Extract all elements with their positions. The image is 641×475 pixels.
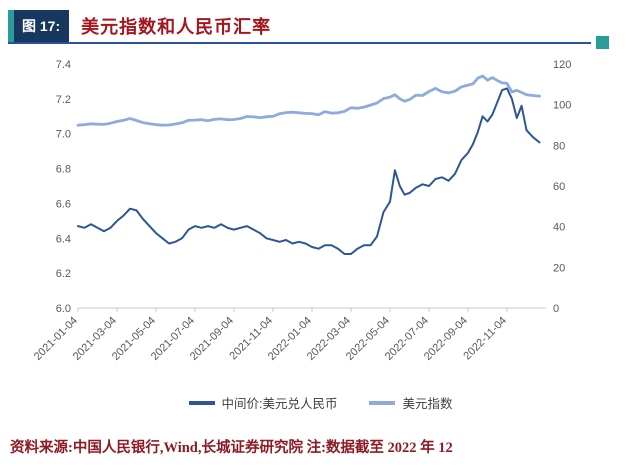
figure-header: 图 17: 美元指数和人民币汇率 [8, 10, 271, 42]
fx-chart-svg: 6.06.26.46.66.87.07.27.40204060801001202… [32, 59, 572, 363]
svg-text:6.0: 6.0 [56, 303, 71, 315]
figure-title: 美元指数和人民币汇率 [81, 17, 272, 37]
fx-chart: 6.0 6.2 6.4 6.6 6.8 7.0 7.2 7.4 0 20 40 60 80 100 120 2… [26, 50, 592, 390]
figure-number-label: 图 17: [14, 10, 70, 42]
svg-text:6.2: 6.2 [56, 268, 71, 280]
dxy-line-swatch [369, 400, 396, 405]
source-note: 资料来源:中国人民银行,Wind,长城证券研究院 注:数据截至 2022 年 1… [10, 440, 453, 456]
header-underline-rule [8, 42, 591, 44]
legend-item-dxy: 美元指数 [369, 393, 453, 412]
svg-text:6.4: 6.4 [56, 233, 71, 245]
svg-text:6.6: 6.6 [56, 198, 71, 210]
corner-accent-square [596, 36, 609, 49]
svg-text:60: 60 [553, 181, 565, 193]
usdcny-line-swatch [188, 400, 215, 405]
legend-label-usdcny: 中间价:美元兑人民币 [221, 397, 338, 411]
header-accent-bar [8, 10, 14, 42]
svg-text:6.8: 6.8 [56, 164, 71, 176]
svg-text:7.4: 7.4 [56, 59, 71, 71]
legend-label-dxy: 美元指数 [402, 397, 453, 411]
svg-text:7.2: 7.2 [56, 94, 71, 106]
svg-text:80: 80 [553, 140, 565, 152]
legend-item-usdcny: 中间价:美元兑人民币 [188, 393, 338, 412]
svg-text:7.0: 7.0 [56, 129, 71, 141]
svg-text:0: 0 [553, 303, 559, 315]
chart-legend: 中间价:美元兑人民币 美元指数 [0, 393, 641, 412]
svg-text:40: 40 [553, 222, 565, 234]
svg-text:100: 100 [553, 100, 571, 112]
svg-text:20: 20 [553, 262, 565, 274]
svg-text:120: 120 [553, 59, 571, 71]
